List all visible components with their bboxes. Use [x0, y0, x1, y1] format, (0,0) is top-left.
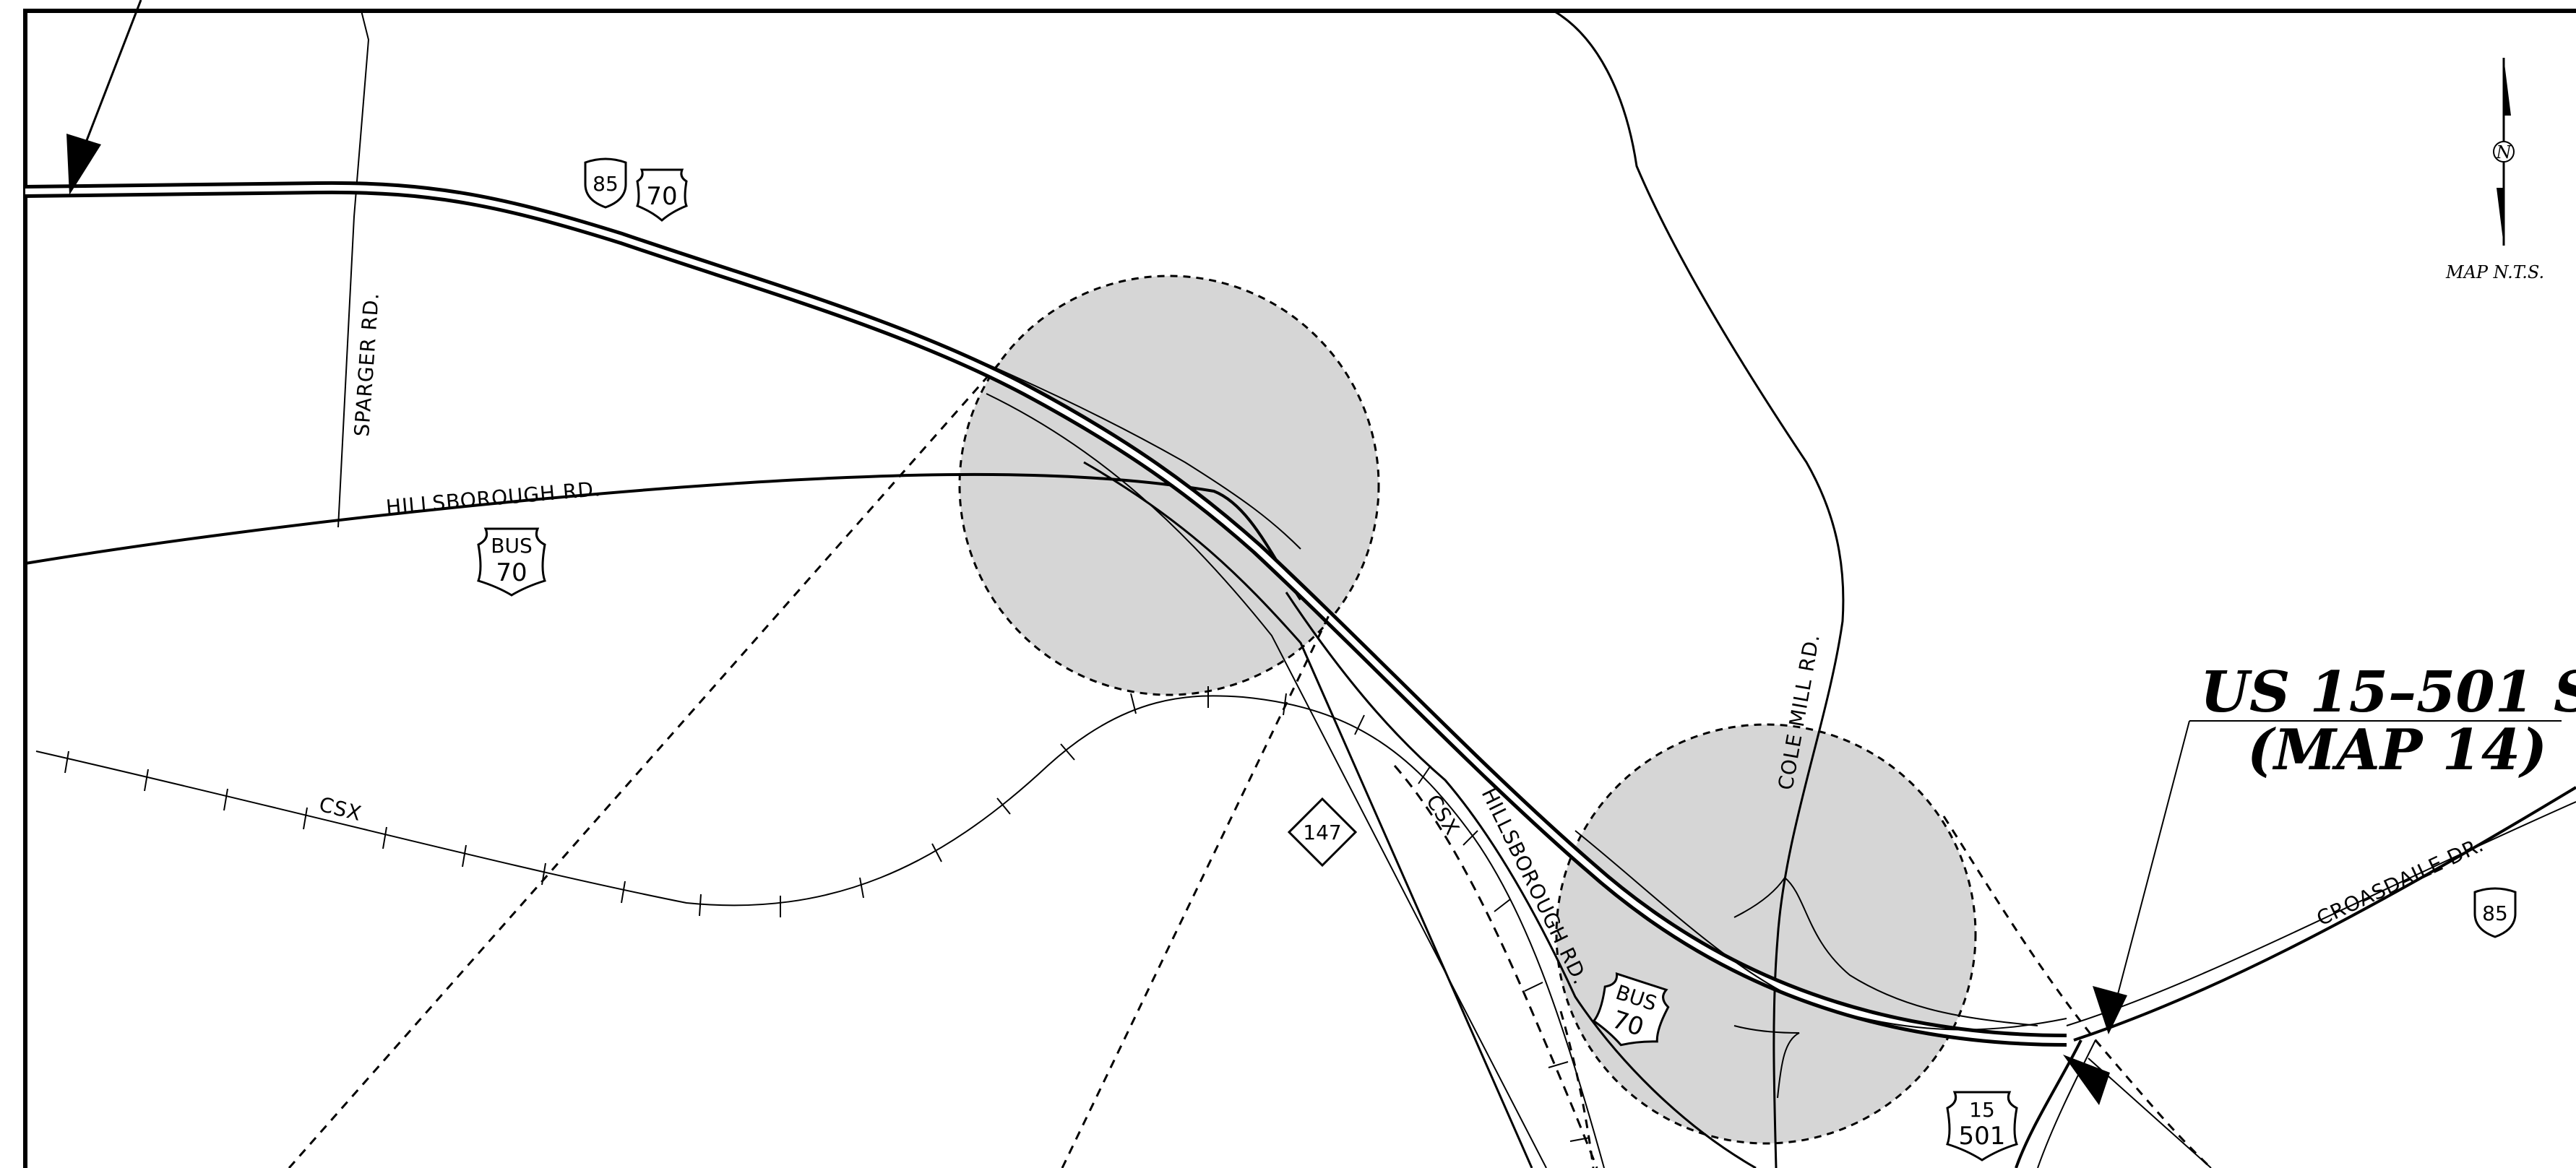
ramp-east-1: [1575, 830, 2067, 1031]
arrow-west-icon: [66, 134, 101, 195]
us-15-501-shield: 15 501: [1946, 1091, 2018, 1161]
hillsborough-road-label-west: HILLSBOROUGH RD.: [385, 477, 602, 519]
leader-line-west: [79, 0, 142, 156]
sparger-road-label: SPARGER RD.: [350, 292, 384, 438]
service-road-2: [986, 393, 1547, 1168]
ramp-east-2: [1733, 876, 2038, 1026]
callout-title: US 15–501 SB: [2200, 659, 2576, 725]
interstate-85-shield: 85: [584, 157, 627, 209]
i85-mainline-inner: [25, 184, 2067, 1043]
map-border: [23, 9, 2576, 1168]
us15-501-south-2: [2037, 1039, 2096, 1168]
nc-147-marker: 147: [1287, 797, 1358, 868]
us15-501-south: [2015, 1039, 2082, 1168]
csx-label-west: CSX: [316, 792, 364, 826]
sparger-road: [337, 10, 370, 528]
csx-label-east: CSX: [1421, 790, 1465, 839]
csx-railroad-ticks: [64, 686, 1590, 1142]
service-road: [1083, 461, 1533, 1168]
dashed-line-west: [288, 357, 1006, 1168]
hillsborough-road-west: [25, 472, 1302, 601]
bus-70-shield-west: BUS 70: [477, 527, 546, 597]
arrow-east-down-icon: [2093, 986, 2127, 1034]
us-70-shield: 70: [636, 168, 688, 222]
croasdaile-drive: [2073, 786, 2576, 1042]
svg-text:70: 70: [646, 182, 677, 211]
north-arrow-icon: N: [2493, 58, 2515, 246]
croasdaile-drive-2: [2066, 801, 2576, 1026]
bus-70-shield-east: BUS 70: [1592, 972, 1670, 1047]
interstate-85-shield-east: 85: [2473, 887, 2517, 938]
callout-leader: [2116, 720, 2190, 998]
svg-text:15: 15: [1969, 1098, 1995, 1122]
svg-text:85: 85: [593, 172, 619, 196]
svg-text:147: 147: [1303, 821, 1341, 844]
csx-railroad-east: [1393, 765, 1598, 1168]
svg-text:501: 501: [1959, 1122, 2006, 1151]
scale-note: MAP N.T.S.: [2445, 262, 2544, 282]
svg-text:70: 70: [496, 558, 527, 587]
svg-text:85: 85: [2482, 901, 2508, 925]
cole-mill-road: [1553, 9, 1845, 1168]
dashed-line-east: [1942, 816, 2213, 1168]
csx-railroad-west: [35, 695, 1605, 1168]
dashed-line-lower: [1559, 1011, 1595, 1168]
leader-east-lower: [2088, 1057, 2212, 1168]
callout-subtitle: (MAP 14): [2247, 717, 2547, 783]
highlight-circle-east: [1555, 723, 1977, 1145]
svg-text:N: N: [2496, 142, 2512, 163]
ramp-west-north: [830, 303, 1301, 550]
dashed-line-center: [1061, 613, 1331, 1168]
hillsborough-road-east: [1285, 592, 1757, 1168]
arrow-east-up-icon: [2063, 1055, 2110, 1105]
croasdaile-drive-label: CROASDAILE DR.: [2313, 832, 2488, 930]
svg-text:BUS: BUS: [491, 534, 532, 558]
ramp-east-3: [1733, 1025, 1800, 1099]
